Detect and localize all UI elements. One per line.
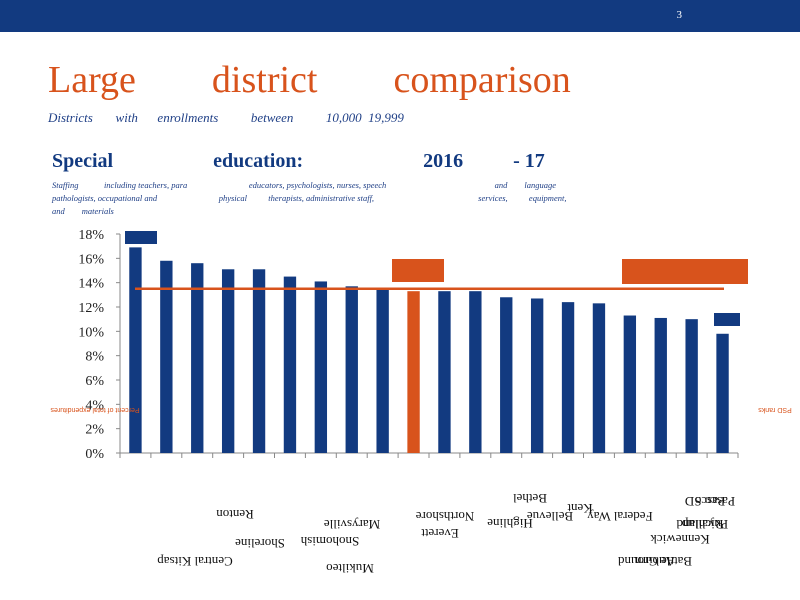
bar [654, 317, 667, 453]
category-label: Northshore [416, 509, 475, 524]
bar [191, 263, 204, 453]
slide-title: Large district comparison [48, 59, 571, 101]
category-label: Battle Ground [617, 554, 692, 569]
category-label: Federal Way [587, 509, 653, 524]
y-tick-label: 18% [78, 228, 104, 243]
category-label: Richland [676, 517, 723, 532]
category-label: Bellevue [527, 509, 573, 524]
bar [592, 303, 606, 453]
y-tick-label: 12% [78, 301, 104, 316]
category-label: Mukilteo [326, 561, 374, 576]
bar [314, 281, 328, 453]
bar [438, 291, 451, 453]
category-label: Auburn [635, 554, 675, 569]
bar [623, 315, 637, 453]
bar [129, 247, 142, 453]
legend-marker-bottom [714, 313, 740, 326]
category-label: Central Kitsap [157, 554, 232, 569]
bar [530, 298, 544, 453]
legend-marker-average [622, 259, 748, 284]
category-label: Kennewick [650, 532, 710, 547]
bar [376, 287, 389, 453]
y-tick-label: 6% [85, 374, 104, 389]
y-tick-label: 2% [85, 423, 104, 438]
top-bar: 3 [0, 0, 800, 32]
bar [252, 269, 266, 453]
bar [500, 297, 513, 453]
bar [716, 333, 729, 453]
bar [685, 319, 698, 453]
legend-marker-top [125, 231, 157, 244]
right-axis-label: PSD ranks [758, 406, 792, 413]
category-label: Renton [216, 507, 254, 522]
y-tick-label: 14% [78, 277, 104, 292]
left-axis-label: Percent of total expenditures [50, 406, 140, 413]
category-label: Shoreline [235, 536, 285, 551]
chart-note-line-3: and materials [52, 206, 114, 216]
bar [469, 291, 482, 453]
y-tick-label: 8% [85, 350, 104, 365]
category-label: Puyallup [682, 517, 728, 532]
y-tick-label: 16% [78, 252, 104, 267]
category-label: Bethel [513, 491, 547, 506]
category-label: Pasco [695, 494, 725, 509]
slide-number: 3 [676, 9, 683, 21]
y-tick-label: 10% [78, 325, 104, 340]
bar [221, 269, 235, 453]
category-label: Everett [421, 526, 459, 541]
bar [283, 276, 297, 453]
category-label: Marysville [324, 517, 381, 532]
y-tick-label: 4% [85, 398, 104, 413]
slide-subtitle: Districts with enrollments between 10,00… [48, 110, 404, 125]
bar [160, 260, 173, 453]
y-tick-label: 0% [85, 447, 104, 462]
bar [561, 302, 575, 453]
chart-note-line-1: Staffing including teachers, para educat… [52, 180, 557, 190]
category-label: Snohomish [300, 534, 359, 549]
category-label: Highline [487, 516, 533, 531]
bar [345, 286, 358, 453]
chart-title: Special education: 2016 - 17 [52, 150, 545, 172]
category-label: Pasco SD [685, 494, 735, 509]
highlight-bar [407, 291, 420, 453]
category-label: Kent [567, 501, 593, 516]
chart-note-line-2: pathologists, occupational and physical … [52, 193, 567, 203]
legend-marker-highlight [392, 259, 444, 282]
